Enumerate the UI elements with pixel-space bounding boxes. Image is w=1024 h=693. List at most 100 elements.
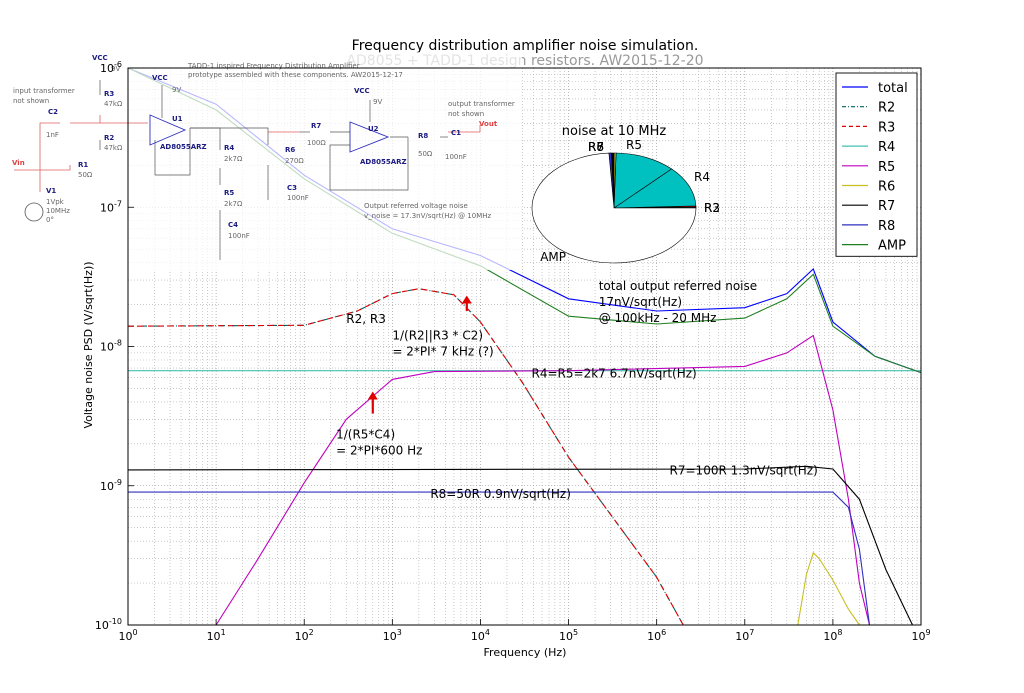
x-tick-label: 107 [735,628,754,643]
schematic-r3-val: 47kΩ [104,100,123,108]
schematic-c4: C4 [228,221,238,229]
annotation-total-title: total output referred noise [599,279,757,293]
schematic-opamp-u2 [349,121,390,153]
schematic-r1: R1 [78,161,88,169]
schematic-r8: R8 [418,132,428,140]
pie-label-r8: R8 [588,140,604,154]
schematic-r7-val: 100Ω [307,139,326,147]
legend: total R2 R3 R4 R5 R6 R7 R8 AMP [835,72,918,257]
y-tick-label: 10-9 [100,478,122,493]
schematic-noise-note-1: Output referred voltage noise [364,202,468,210]
schematic-c3-val: 100nF [287,194,309,202]
schematic-r3: R3 [104,90,114,98]
schematic-r7: R7 [311,122,321,130]
annotations: R2, R3 total output referred noise 17nV/sq… [336,279,818,501]
schematic-c2: C2 [48,108,58,116]
schematic-vin: Vin [12,159,25,167]
schematic-c3: C3 [287,184,297,192]
schematic-note-sub: prototype assembled with these component… [188,71,403,79]
x-tick-label: 109 [911,628,930,643]
y-tick-label: 10-8 [100,339,122,354]
arrow-c2-head [461,295,472,304]
schematic-r5-val: 2k7Ω [224,200,243,208]
schematic-vcc1-val: 9V [111,65,120,73]
legend-label-r4: R4 [878,140,895,155]
schematic-c4-val: 100nF [228,232,250,240]
schematic-r2: R2 [104,134,114,142]
series-line-r3 [127,288,684,626]
annotation-c4-line2: = 2*PI*600 Hz [336,443,422,457]
schematic-r8-val: 50Ω [418,150,433,158]
schematic-noise-note-2: v_noise = 17.3nV/sqrt(Hz) @ 10MHz [364,212,492,220]
pie-slice-r4 [612,168,697,209]
annotation-total-val2: @ 100kHz - 20 MHz [599,311,717,325]
schematic-u2-part: AD8055ARZ [360,158,407,166]
schematic-u1: U1 [172,115,183,123]
annotation-c2-line2: = 2*PI* 7 kHz (?) [392,345,493,359]
schematic-v1-c: 0° [46,216,54,224]
schematic-r5: R5 [224,189,234,197]
series-line-r8 [128,491,871,626]
schematic-r1-val: 50Ω [78,171,93,179]
x-tick-label: 103 [383,628,402,643]
annotation-r7: R7=100R 1.3nV/sqrt(Hz) [670,464,818,478]
legend-label-r3: R3 [878,120,895,135]
legend-label-r5: R5 [878,160,895,175]
x-tick-label: 106 [647,628,666,643]
schematic-r4: R4 [224,144,234,152]
x-axis-label: Frequency (Hz) [484,646,567,659]
legend-label-r2: R2 [878,101,895,116]
arrows [367,295,472,414]
schematic-c2-val: 1nF [46,131,59,139]
schematic-u2: U2 [368,125,379,133]
schematic-r6-val: 270Ω [285,157,304,165]
schematic-vcc2-val: 9V [172,86,181,94]
schematic-v1: V1 [46,187,56,195]
schematic-overlay: VCC 9V VCC 9V VCC 9V TADD-1 inspired Fre… [0,52,522,270]
pie-label-r2: R2 [704,201,720,215]
schematic-wires [99,80,448,260]
plot-frame [127,67,922,626]
annotation-total-val1: 17nV/sqrt(Hz) [599,295,682,309]
pie-label-r5: R5 [626,138,642,152]
schematic-vout: Vout [479,120,498,128]
schematic-v1-a: 1Vpk [46,198,65,206]
x-tick-label: 105 [559,628,578,643]
schematic-note-title: TADD-1 inspired Frequency Distribution A… [187,62,360,70]
annotation-r8: R8=50R 0.9nV/sqrt(Hz) [430,487,571,501]
pie-slice-r5 [613,152,673,209]
schematic-c1: C1 [451,129,461,137]
legend-label-total: total [878,81,908,96]
chart-title: Frequency distribution amplifier noise s… [352,38,699,54]
schematic-r6: R6 [285,146,295,154]
schematic-v1-b: 10MHz [46,207,70,215]
schematic-source-v1 [24,202,44,222]
schematic-vcc2: VCC [152,74,168,82]
annotation-r2r3: R2, R3 [346,312,386,326]
legend-label-r7: R7 [878,199,895,214]
schematic-vcc3-val: 9V [373,98,382,106]
schematic-opamp-u1 [149,114,187,146]
x-tick-label: 108 [823,628,842,643]
schematic-background [0,52,522,270]
pie-label-r7: R7 [588,140,604,154]
x-tick-label: 104 [471,628,490,643]
pie-title: noise at 10 MHz [562,124,667,139]
schematic-vcc3: VCC [354,87,370,95]
schematic-u1-part: AD8055ARZ [160,143,207,151]
schematic-c1-val: 100nF [445,153,467,161]
schematic-wires-red [14,115,481,192]
schematic-output-xfmr-1: output transformer [448,100,515,108]
schematic-r2-val: 47kΩ [104,144,123,152]
pie-label-amp: AMP [540,250,566,264]
legend-label-r6: R6 [878,180,895,195]
schematic-r4-val: 2k7Ω [224,155,243,163]
pie-label-r3: R3 [704,201,720,215]
annotation-r4r5: R4=R5=2k7 6.7nV/sqrt(Hz) [532,366,697,380]
annotation-c2-line1: 1/(R2||R3 * C2) [392,329,483,343]
x-tick-label: 101 [207,628,226,643]
arrow-c4-head [367,391,378,400]
x-tick-label: 102 [295,628,314,643]
